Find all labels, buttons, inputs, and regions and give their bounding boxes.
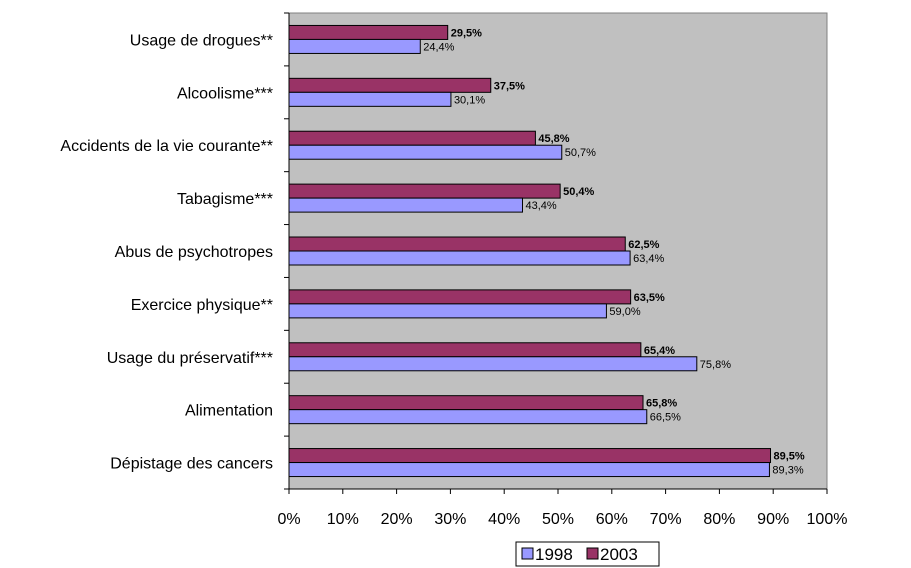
x-tick-label: 90% [757,511,789,528]
bar-value-label-1998: 59,0% [609,306,640,318]
bar-1998 [288,303,607,319]
bar-1998 [288,462,770,478]
bar-1998 [288,250,631,266]
bar-value-label-1998: 63,4% [633,253,664,265]
bars-group [288,24,772,478]
legend-swatch-1998 [521,547,534,560]
category-label: Alimentation [185,403,273,420]
bar-1998 [288,91,452,107]
bar-2003 [288,289,632,305]
bar-value-label-1998: 66,5% [650,412,681,424]
category-label: Dépistage des cancers [110,456,273,473]
category-label: Abus de psychotropes [115,244,273,261]
legend-label-1998: 1998 [535,545,573,564]
bar-1998 [288,409,648,425]
x-tick-label: 0% [277,511,300,528]
legend-swatch-2003 [586,547,599,560]
value-labels-group: 29,5% 24,4% 37,5% 30,1% 45,8% 50,7% 50,4% 43,4%… [423,27,805,476]
x-tick-label: 60% [596,511,628,528]
category-label: Alcoolisme*** [177,85,273,102]
bar-value-label-1998: 30,1% [454,94,485,106]
category-label: Usage de drogues** [130,32,273,49]
bar-2003 [288,24,449,40]
bar-value-label-2003: 37,5% [494,80,525,92]
bar-2003 [288,342,642,358]
x-tick-label: 80% [703,511,735,528]
x-tick-label: 10% [327,511,359,528]
category-label: Accidents de la vie courante** [60,138,273,155]
bar-2003 [288,183,561,199]
bar-value-label-2003: 62,5% [628,239,659,251]
legend: 1998 2003 [515,541,660,567]
bar-value-label-1998: 50,7% [565,147,596,159]
bar-value-label-2003: 50,4% [563,186,594,198]
bar-value-label-2003: 65,4% [644,345,675,357]
bar-value-label-2003: 89,5% [774,451,805,463]
bar-1998 [288,38,421,54]
category-label: Exercice physique** [131,297,273,314]
x-tick-label: 50% [542,511,574,528]
x-axis: 0% 10% 20% 30% 40% 50% 60% 70% 80% 90% 100% [277,488,848,528]
x-tick-label: 100% [807,511,848,528]
x-tick-label: 40% [488,511,520,528]
bar-value-label-1998: 43,4% [525,200,556,212]
bar-2003 [288,395,644,411]
bar-value-label-2003: 29,5% [451,27,482,39]
bar-value-label-2003: 45,8% [538,133,569,145]
category-label: Tabagisme*** [177,191,273,208]
x-tick-label: 30% [434,511,466,528]
bar-1998 [288,197,523,213]
bar-2003 [288,77,492,93]
bar-value-label-1998: 24,4% [423,41,454,53]
category-label: Usage du préservatif*** [107,350,273,367]
y-axis: Usage de drogues** Alcoolisme*** Accidents… [60,12,290,490]
bar-value-label-2003: 65,8% [646,398,677,410]
bar-2003 [288,448,772,464]
bar-1998 [288,144,563,160]
bar-value-label-1998: 89,3% [772,465,803,477]
bar-2003 [288,236,626,252]
legend-label-2003: 2003 [600,545,638,564]
x-tick-label: 20% [381,511,413,528]
x-tick-label: 70% [650,511,682,528]
bar-2003 [288,130,536,146]
bar-value-label-1998: 75,8% [700,359,731,371]
bar-1998 [288,356,698,372]
bar-value-label-2003: 63,5% [634,292,665,304]
